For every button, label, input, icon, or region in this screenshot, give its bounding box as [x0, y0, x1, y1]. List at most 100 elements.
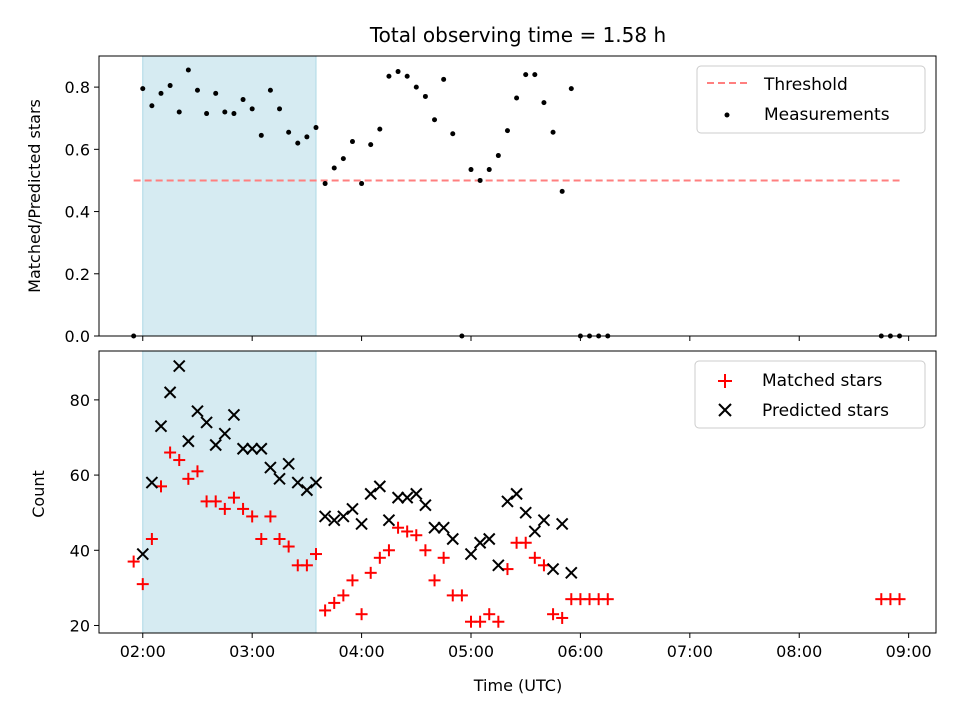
matched-stars-point	[556, 611, 569, 624]
observing-window-shade	[142, 55, 317, 337]
measurement-point	[386, 73, 392, 79]
predicted-stars-point	[437, 521, 450, 534]
measurement-point	[204, 111, 210, 117]
predicted-stars-point	[209, 438, 222, 452]
predicted-stars-point	[328, 513, 341, 527]
y-tick-label: 0.2	[65, 265, 90, 284]
measurement-point	[422, 93, 428, 99]
predicted-stars-point	[163, 386, 177, 399]
measurement-point	[194, 87, 200, 93]
y-tick-label: 20	[70, 616, 90, 635]
matched-stars-point	[273, 533, 286, 545]
matched-stars-point	[474, 615, 487, 628]
chart-title: Total observing time = 1.58 h	[369, 23, 666, 47]
x-tick-label: 03:00	[229, 642, 275, 661]
legend-predicted-marker	[718, 403, 732, 417]
measurement-point	[176, 109, 182, 115]
matched-stars-point	[419, 544, 432, 557]
measurement-point	[322, 181, 328, 187]
matched-stars-point	[601, 593, 614, 606]
predicted-stars-point	[555, 517, 569, 531]
matched-stars-point	[373, 551, 386, 564]
measurement-point	[240, 97, 246, 103]
measurement-point	[514, 95, 520, 101]
measurement-point	[550, 129, 556, 135]
measurement-point	[140, 86, 146, 92]
predicted-stars-point	[364, 487, 377, 501]
predicted-stars-point	[291, 476, 304, 489]
predicted-stars-point	[546, 562, 560, 576]
predicted-stars-point	[446, 532, 459, 546]
matched-stars-point	[127, 555, 140, 568]
matched-stars-point	[455, 589, 468, 602]
x-tick-label: 06:00	[557, 642, 603, 661]
matched-stars-point	[237, 502, 250, 515]
matched-stars-point	[355, 608, 368, 621]
matched-stars-point	[136, 578, 149, 591]
predicted-stars-point	[309, 476, 323, 489]
predicted-stars-point	[318, 510, 332, 523]
predicted-stars-point	[419, 498, 432, 512]
matched-stars-point	[893, 593, 906, 606]
predicted-stars-point	[173, 359, 186, 373]
counts-plot-area: 20 40 60 80 02:00 03:00 04:00 05:00 06:00 07:00 08…	[70, 350, 937, 661]
measurement-point	[267, 87, 273, 93]
measurement-point	[331, 165, 337, 171]
measurement-point	[185, 67, 191, 73]
matched-stars-point	[346, 574, 359, 587]
predicted-stars-point	[565, 566, 578, 580]
measurement-point	[541, 100, 547, 106]
matched-stars-point	[300, 559, 313, 572]
matched-stars-point	[547, 608, 560, 621]
ratio-legend: Threshold Measurements	[696, 65, 926, 134]
x-tick-label: 07:00	[667, 642, 713, 661]
measurement-point	[149, 103, 155, 109]
measurement-point	[368, 142, 374, 148]
measurement-point	[313, 125, 319, 131]
y-tick-label: 40	[70, 541, 90, 560]
predicted-stars-point	[501, 495, 514, 508]
predicted-stars-point	[473, 536, 487, 549]
legend-threshold-label: Threshold	[763, 75, 848, 95]
measurement-point	[395, 69, 401, 75]
predicted-stars-point	[391, 491, 405, 504]
x-tick-label: 05:00	[448, 642, 494, 661]
measurement-point	[222, 109, 228, 115]
predicted-stars-point	[145, 476, 159, 489]
matched-stars-point	[246, 510, 259, 523]
legend-measurements-marker	[724, 112, 730, 118]
predicted-stars-point	[519, 506, 532, 519]
predicted-stars-point	[218, 427, 232, 440]
predicted-stars-point	[492, 559, 505, 572]
matched-stars-point	[319, 604, 332, 617]
matched-stars-point	[519, 536, 532, 549]
predicted-stars-point	[355, 517, 368, 531]
matched-stars-point	[392, 521, 405, 534]
ratio-y-axis-label: Matched/Predicted stars	[25, 99, 44, 293]
measurement-point	[532, 72, 538, 78]
measurement-point	[468, 167, 474, 173]
counts-legend: Matched stars Predicted stars	[694, 360, 926, 429]
predicted-stars-point	[300, 483, 314, 497]
predicted-stars-point	[273, 472, 286, 486]
matched-stars-point	[428, 574, 441, 587]
measurement-point	[523, 72, 529, 78]
measurement-point	[477, 177, 483, 183]
measurement-point	[377, 126, 383, 132]
predicted-stars-point	[191, 404, 204, 418]
predicted-stars-point	[528, 525, 542, 538]
x-tick-label: 02:00	[120, 642, 166, 661]
predicted-stars-point	[373, 480, 387, 493]
predicted-stars-point	[510, 487, 523, 501]
measurement-point	[340, 156, 346, 162]
matched-stars-point	[437, 551, 450, 564]
y-tick-label: 0.6	[65, 140, 90, 159]
predicted-stars-point	[245, 442, 259, 455]
predicted-stars-point	[136, 547, 149, 561]
measurement-point	[295, 140, 301, 146]
matched-stars-point	[218, 502, 231, 515]
legend-matched-marker	[718, 374, 732, 388]
predicted-stars-point	[410, 487, 423, 501]
ratio-panel: Total observing time = 1.58 h Matched/Pr…	[25, 23, 937, 346]
